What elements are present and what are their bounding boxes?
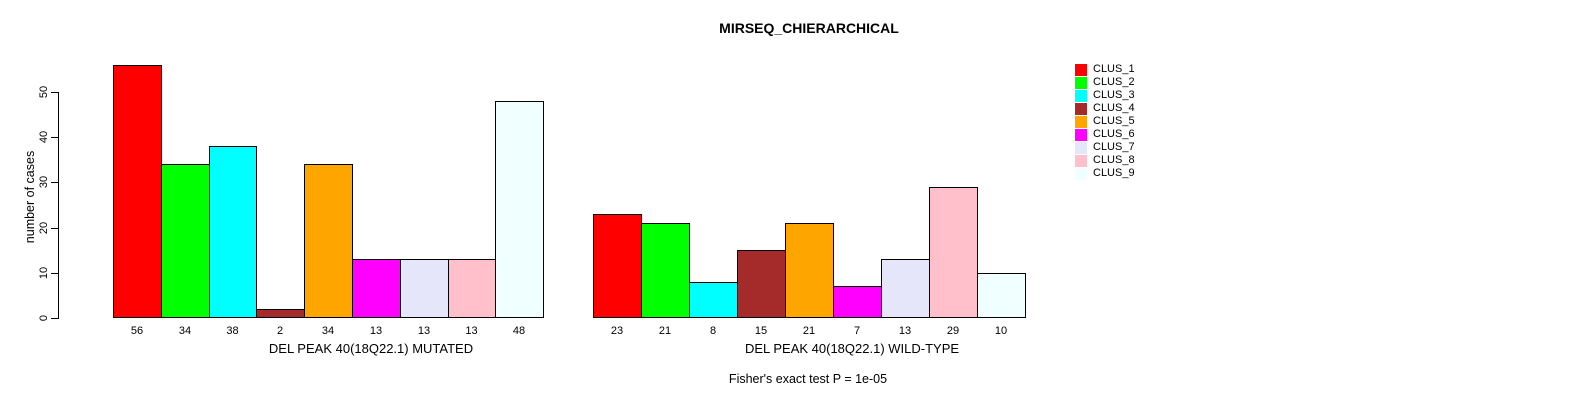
y-tick: [51, 273, 59, 274]
y-tick-label: 10: [38, 266, 50, 280]
y-tick-label: 30: [38, 175, 50, 189]
legend-swatch-clus_3: [1075, 89, 1087, 102]
legend-item-clus_3: CLUS_3: [1075, 89, 1135, 102]
legend-item-clus_7: CLUS_7: [1075, 141, 1135, 154]
legend-swatch-clus_5: [1075, 115, 1087, 128]
y-axis-line: [58, 92, 59, 319]
bar-value-label: 21: [802, 325, 816, 337]
bar-value-label: 13: [417, 325, 431, 337]
bar-value-label: 29: [946, 325, 960, 337]
y-tick-label: 0: [38, 314, 50, 322]
x-axis-label-mutated: DEL PEAK 40(18Q22.1) MUTATED: [268, 341, 474, 356]
legend-label: CLUS_6: [1093, 128, 1135, 140]
bar-clus_3: [689, 282, 738, 318]
y-axis-title: number of cases: [23, 150, 37, 244]
y-tick: [51, 137, 59, 138]
legend-label: CLUS_5: [1093, 115, 1135, 127]
bar-value-label: 13: [898, 325, 912, 337]
bar-clus_6: [833, 286, 882, 318]
y-tick-label: 20: [38, 221, 50, 235]
bar-value-label: 13: [465, 325, 478, 337]
bar-clus_5: [304, 164, 353, 318]
bar-clus_9: [495, 101, 544, 318]
bar-clus_4: [737, 250, 786, 318]
bar-clus_1: [593, 214, 642, 318]
bar-clus_6: [352, 259, 401, 318]
bar-value-label: 38: [226, 325, 239, 337]
bar-clus_2: [161, 164, 210, 318]
bar-value-label: 34: [178, 325, 192, 337]
bar-value-label: 21: [658, 325, 672, 337]
bar-value-label: 48: [512, 325, 526, 337]
y-tick-label: 40: [38, 130, 50, 144]
bar-value-label: 34: [321, 325, 335, 337]
legend-swatch-clus_8: [1075, 154, 1087, 167]
bar-value-label: 23: [610, 325, 624, 337]
bar-clus_9: [977, 273, 1026, 318]
legend-swatch-clus_9: [1075, 167, 1087, 180]
legend-label: CLUS_2: [1093, 76, 1135, 88]
bar-clus_4: [256, 309, 305, 318]
x-axis-label-wildtype: DEL PEAK 40(18Q22.1) WILD-TYPE: [744, 341, 960, 356]
legend-label: CLUS_8: [1093, 154, 1135, 166]
bar-value-label: 7: [853, 325, 861, 337]
legend-swatch-clus_7: [1075, 141, 1087, 154]
bar-clus_7: [400, 259, 449, 318]
fisher-test-annotation: Fisher's exact test P = 1e-05: [728, 372, 888, 386]
y-tick: [51, 228, 59, 229]
legend-item-clus_9: CLUS_9: [1075, 167, 1135, 180]
legend-label: CLUS_7: [1093, 141, 1135, 153]
legend-item-clus_6: CLUS_6: [1075, 128, 1135, 141]
bar-value-label: 15: [754, 325, 768, 337]
legend-label: CLUS_3: [1093, 89, 1135, 101]
bar-clus_5: [785, 223, 834, 318]
bar-clus_7: [881, 259, 930, 318]
bar-clus_8: [448, 259, 496, 318]
legend-item-clus_2: CLUS_2: [1075, 76, 1135, 89]
legend-label: CLUS_1: [1093, 63, 1135, 75]
bar-value-label: 13: [369, 325, 383, 337]
bar-value-label: 2: [276, 325, 284, 337]
chart-title: MIRSEQ_CHIERARCHICAL: [719, 20, 899, 36]
legend-swatch-clus_6: [1075, 128, 1087, 141]
y-tick: [51, 182, 59, 183]
bar-clus_1: [113, 65, 162, 318]
legend-item-clus_1: CLUS_1: [1075, 63, 1135, 76]
y-tick: [51, 318, 59, 319]
legend: CLUS_1 CLUS_2 CLUS_3 CLUS_4 CLUS_5 CLUS_6 CLUS…: [1075, 63, 1135, 180]
legend-label: CLUS_9: [1093, 167, 1135, 179]
legend-swatch-clus_4: [1075, 102, 1087, 115]
bar-clus_3: [209, 146, 257, 318]
legend-swatch-clus_1: [1075, 63, 1087, 76]
bar-value-label: 10: [994, 325, 1008, 337]
legend-label: CLUS_4: [1093, 102, 1135, 114]
legend-item-clus_4: CLUS_4: [1075, 102, 1135, 115]
bar-clus_8: [929, 187, 978, 318]
bar-value-label: 56: [130, 325, 144, 337]
legend-item-clus_8: CLUS_8: [1075, 154, 1135, 167]
bar-clus_2: [641, 223, 690, 318]
legend-item-clus_5: CLUS_5: [1075, 115, 1135, 128]
y-tick-label: 50: [38, 85, 50, 99]
bar-value-label: 8: [709, 325, 717, 337]
legend-swatch-clus_2: [1075, 76, 1087, 89]
y-tick: [51, 92, 59, 93]
